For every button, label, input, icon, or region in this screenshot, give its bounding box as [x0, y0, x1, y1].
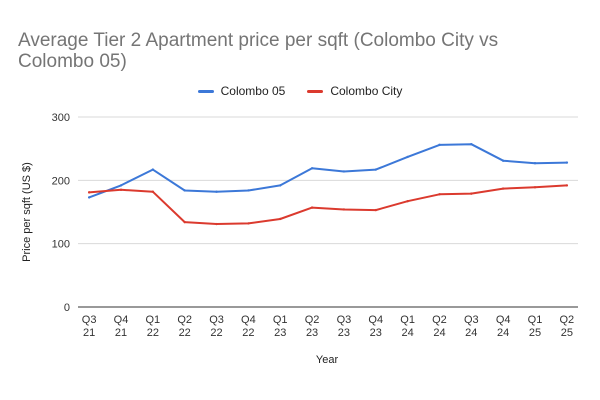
x-axis-title: Year [316, 354, 339, 366]
data-point-colombo-05 [406, 155, 409, 159]
data-point-colombo-05 [151, 168, 155, 171]
chart-title-line2: Colombo 05) [18, 51, 127, 72]
data-point-colombo-05 [119, 184, 123, 187]
data-point-colombo-city [310, 206, 314, 209]
x-tick-label: Q4 21 [114, 314, 129, 339]
data-point-colombo-05 [533, 162, 537, 165]
series-line-colombo-city [88, 184, 568, 225]
series-line-colombo-05 [88, 143, 568, 199]
data-point-colombo-05 [247, 189, 250, 192]
chart-title: Average Tier 2 Apartment price per sqft … [18, 30, 578, 72]
legend-swatch-colombo-05 [197, 89, 214, 93]
data-point-colombo-city [374, 208, 377, 212]
x-tick-label: Q1 24 [400, 314, 415, 339]
data-point-colombo-city [247, 222, 250, 225]
y-tick-label: 100 [52, 239, 70, 251]
x-tick-label: Q2 23 [305, 314, 320, 339]
data-point-colombo-city [470, 192, 473, 195]
data-point-colombo-05 [501, 159, 505, 162]
x-tick-label: Q3 23 [337, 314, 352, 339]
data-point-colombo-05 [183, 189, 186, 192]
legend-swatch-colombo-city [307, 89, 324, 93]
data-point-colombo-city [215, 222, 218, 226]
data-point-colombo-city [501, 187, 505, 190]
data-point-colombo-city [151, 190, 155, 193]
gridlines [78, 116, 578, 308]
x-tick-label: Q1 25 [528, 314, 543, 339]
legend-label-colombo-city: Colombo City [330, 84, 403, 98]
x-tick-label: Q4 23 [368, 314, 383, 339]
data-point-colombo-05 [310, 167, 314, 170]
data-point-colombo-city [342, 208, 346, 211]
x-tick-label: Q2 22 [177, 314, 192, 339]
data-point-colombo-city [119, 188, 123, 192]
y-axis-title: Price per sqft (US $) [21, 162, 33, 262]
data-point-colombo-05 [470, 143, 473, 146]
legend-item-colombo-city[interactable]: Colombo City [307, 84, 402, 98]
legend-item-colombo-05[interactable]: Colombo 05 [197, 84, 286, 98]
data-point-colombo-city [183, 220, 186, 224]
x-tick-labels: Q3 21 Q4 21 Q1 22 Q2 22 Q3 22 Q4 22 Q1 23 Q2 23 Q3 23 Q4 23… [82, 314, 574, 339]
x-tick-label: Q1 22 [145, 314, 160, 339]
data-point-colombo-05 [87, 196, 91, 199]
legend-label-colombo-05: Colombo 05 [220, 84, 286, 98]
x-tick-label: Q4 22 [241, 314, 256, 339]
data-point-colombo-05 [438, 143, 441, 147]
x-tick-label: Q3 22 [209, 314, 224, 339]
legend: Colombo 05 Colombo City [0, 84, 600, 98]
data-point-colombo-city [279, 217, 282, 221]
data-point-colombo-05 [279, 184, 282, 187]
y-tick-label: 300 [52, 112, 70, 124]
series-lines [87, 143, 569, 226]
data-point-colombo-05 [374, 168, 377, 171]
data-point-colombo-city [533, 186, 537, 189]
y-tick-labels: 0 100 200 300 [52, 112, 70, 314]
data-point-colombo-city [565, 184, 569, 187]
data-point-colombo-05 [565, 161, 569, 164]
data-point-colombo-city [87, 191, 91, 194]
x-tick-label: Q1 23 [273, 314, 288, 339]
x-tick-label: Q4 24 [496, 314, 511, 339]
x-tick-label: Q3 21 [82, 314, 97, 339]
x-tick-label: Q2 25 [560, 314, 575, 339]
data-point-colombo-city [438, 193, 441, 196]
chart-title-line1: Average Tier 2 Apartment price per sqft … [18, 30, 499, 51]
x-tick-label: Q2 24 [432, 314, 447, 339]
y-tick-label: 0 [64, 302, 70, 314]
data-point-colombo-05 [342, 170, 346, 173]
data-point-colombo-05 [215, 190, 218, 193]
data-point-colombo-city [406, 200, 409, 203]
y-tick-label: 200 [52, 175, 70, 187]
x-tick-label: Q3 24 [464, 314, 479, 339]
